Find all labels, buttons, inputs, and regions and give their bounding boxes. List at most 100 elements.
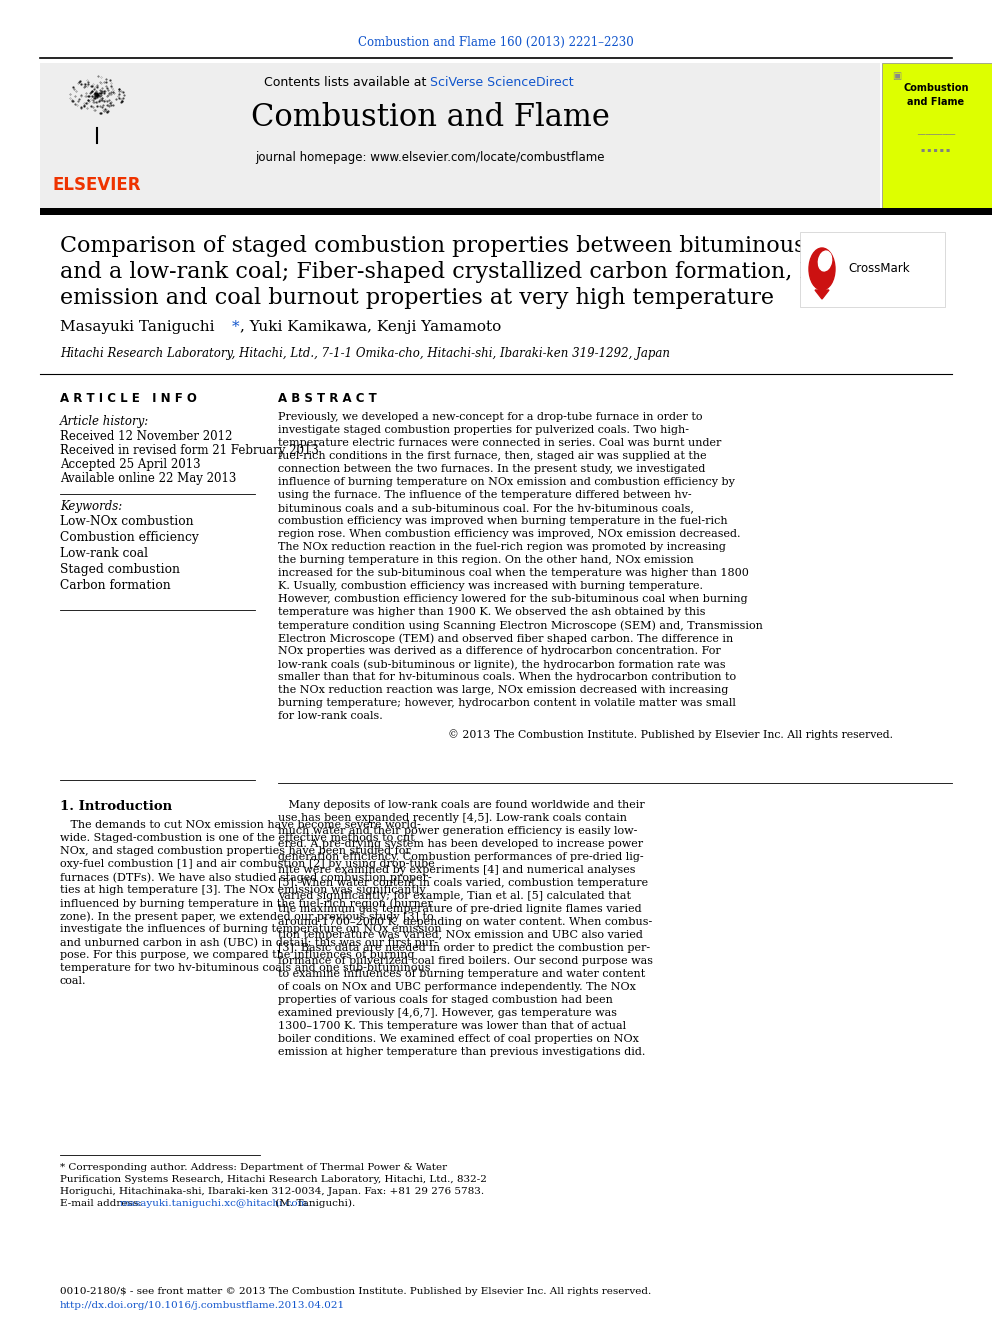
Text: increased for the sub-bituminous coal when the temperature was higher than 1800: increased for the sub-bituminous coal wh…	[278, 568, 749, 578]
Text: journal homepage: www.elsevier.com/locate/combustflame: journal homepage: www.elsevier.com/locat…	[255, 152, 605, 164]
Text: temperature electric furnaces were connected in series. Coal was burnt under: temperature electric furnaces were conne…	[278, 438, 721, 448]
Text: Accepted 25 April 2013: Accepted 25 April 2013	[60, 458, 200, 471]
Text: generation efficiency. Combustion performances of pre-dried lig-: generation efficiency. Combustion perfor…	[278, 852, 644, 863]
Text: 0010-2180/$ - see front matter © 2013 The Combustion Institute. Published by Els: 0010-2180/$ - see front matter © 2013 Th…	[60, 1287, 652, 1297]
Bar	[40, 208, 992, 216]
Text: Comparison of staged combustion properties between bituminous coals: Comparison of staged combustion properti…	[60, 235, 870, 257]
Text: *: *	[232, 320, 240, 333]
Text: ─────────: ─────────	[917, 132, 955, 138]
Text: Masayuki Taniguchi: Masayuki Taniguchi	[60, 320, 219, 333]
Text: wide. Staged-combustion is one of the effective methods to cut: wide. Staged-combustion is one of the ef…	[60, 833, 415, 843]
Text: Horiguchi, Hitachinaka-shi, Ibaraki-ken 312-0034, Japan. Fax: +81 29 276 5783.: Horiguchi, Hitachinaka-shi, Ibaraki-ken …	[60, 1187, 484, 1196]
Text: properties of various coals for staged combustion had been: properties of various coals for staged c…	[278, 995, 613, 1005]
Text: (M. Taniguchi).: (M. Taniguchi).	[272, 1199, 355, 1208]
Text: examined previously [4,6,7]. However, gas temperature was: examined previously [4,6,7]. However, ga…	[278, 1008, 617, 1017]
Text: The NOx reduction reaction in the fuel-rich region was promoted by increasing: The NOx reduction reaction in the fuel-r…	[278, 542, 726, 552]
Text: Electron Microscope (TEM) and observed fiber shaped carbon. The difference in: Electron Microscope (TEM) and observed f…	[278, 632, 733, 643]
Text: emission and coal burnout properties at very high temperature: emission and coal burnout properties at …	[60, 287, 774, 310]
Text: for low-rank coals.: for low-rank coals.	[278, 710, 383, 721]
Text: ▪ ▪ ▪ ▪ ▪: ▪ ▪ ▪ ▪ ▪	[922, 147, 950, 152]
Text: Received 12 November 2012: Received 12 November 2012	[60, 430, 232, 443]
Text: Previously, we developed a new-concept for a drop-tube furnace in order to: Previously, we developed a new-concept f…	[278, 411, 702, 422]
Text: Received in revised form 21 February 2013: Received in revised form 21 February 201…	[60, 445, 318, 456]
Text: to examine influences of burning temperature and water content: to examine influences of burning tempera…	[278, 968, 645, 979]
Text: pose. For this purpose, we compared the influences of burning: pose. For this purpose, we compared the …	[60, 950, 415, 960]
Text: ties at high temperature [3]. The NOx emission was significantly: ties at high temperature [3]. The NOx em…	[60, 885, 426, 894]
Text: Purification Systems Research, Hitachi Research Laboratory, Hitachi, Ltd., 832-2: Purification Systems Research, Hitachi R…	[60, 1175, 487, 1184]
Text: bituminous coals and a sub-bituminous coal. For the hv-bituminous coals,: bituminous coals and a sub-bituminous co…	[278, 503, 693, 513]
Text: Many deposits of low-rank coals are found worldwide and their: Many deposits of low-rank coals are foun…	[278, 800, 645, 810]
Text: influenced by burning temperature in the fuel-rich region (burner: influenced by burning temperature in the…	[60, 898, 433, 909]
Text: using the furnace. The influence of the temperature differed between hv-: using the furnace. The influence of the …	[278, 490, 691, 500]
Text: CrossMark: CrossMark	[848, 262, 910, 275]
Text: Combustion and Flame 160 (2013) 2221–2230: Combustion and Flame 160 (2013) 2221–223…	[358, 36, 634, 49]
Text: Available online 22 May 2013: Available online 22 May 2013	[60, 472, 236, 486]
Text: Combustion
and Flame: Combustion and Flame	[904, 83, 969, 107]
Text: region rose. When combustion efficiency was improved, NOx emission decreased.: region rose. When combustion efficiency …	[278, 529, 740, 538]
Text: Low-NOx combustion: Low-NOx combustion	[60, 515, 193, 528]
Text: investigate staged combustion properties for pulverized coals. Two high-: investigate staged combustion properties…	[278, 425, 689, 435]
Text: smaller than that for hv-bituminous coals. When the hydrocarbon contribution to: smaller than that for hv-bituminous coal…	[278, 672, 736, 681]
Text: 1. Introduction: 1. Introduction	[60, 800, 173, 814]
Text: However, combustion efficiency lowered for the sub-bituminous coal when burning: However, combustion efficiency lowered f…	[278, 594, 748, 605]
Text: of coals on NOx and UBC performance independently. The NOx: of coals on NOx and UBC performance inde…	[278, 982, 636, 992]
Text: http://dx.doi.org/10.1016/j.combustflame.2013.04.021: http://dx.doi.org/10.1016/j.combustflame…	[60, 1301, 345, 1310]
Text: NOx properties was derived as a difference of hydrocarbon concentration. For: NOx properties was derived as a differen…	[278, 646, 721, 656]
Text: investigate the influences of burning temperature on NOx emission: investigate the influences of burning te…	[60, 923, 441, 934]
Text: ELSEVIER: ELSEVIER	[53, 176, 141, 194]
Text: [3]. Basic data are needed in order to predict the combustion per-: [3]. Basic data are needed in order to p…	[278, 943, 650, 953]
Text: burning temperature; however, hydrocarbon content in volatile matter was small: burning temperature; however, hydrocarbo…	[278, 699, 736, 708]
Text: K. Usually, combustion efficiency was increased with burning temperature.: K. Usually, combustion efficiency was in…	[278, 581, 703, 591]
Text: oxy-fuel combustion [1] and air combustion [2] by using drop-tube: oxy-fuel combustion [1] and air combusti…	[60, 859, 434, 869]
Text: Low-rank coal: Low-rank coal	[60, 546, 148, 560]
Text: low-rank coals (sub-bituminous or lignite), the hydrocarbon formation rate was: low-rank coals (sub-bituminous or lignit…	[278, 659, 725, 669]
Polygon shape	[815, 290, 829, 299]
Text: , Yuki Kamikawa, Kenji Yamamoto: , Yuki Kamikawa, Kenji Yamamoto	[240, 320, 501, 333]
Text: furnaces (DTFs). We have also studied staged combustion proper-: furnaces (DTFs). We have also studied st…	[60, 872, 432, 882]
Text: SciVerse ScienceDirect: SciVerse ScienceDirect	[430, 75, 573, 89]
Text: Combustion efficiency: Combustion efficiency	[60, 531, 198, 544]
Text: E-mail address:: E-mail address:	[60, 1199, 145, 1208]
Text: Staged combustion: Staged combustion	[60, 564, 180, 576]
Text: zone). In the present paper, we extended our previous study [3] to: zone). In the present paper, we extended…	[60, 912, 434, 922]
Bar	[40, 64, 880, 208]
Text: fuel-rich conditions in the first furnace, then, staged air was supplied at the: fuel-rich conditions in the first furnac…	[278, 451, 706, 460]
Text: and a low-rank coal; Fiber-shaped crystallized carbon formation, NOx: and a low-rank coal; Fiber-shaped crysta…	[60, 261, 850, 283]
Text: temperature condition using Scanning Electron Microscope (SEM) and, Transmission: temperature condition using Scanning Ele…	[278, 620, 763, 631]
Text: A B S T R A C T: A B S T R A C T	[278, 392, 377, 405]
Text: combustion efficiency was improved when burning temperature in the fuel-rich: combustion efficiency was improved when …	[278, 516, 727, 527]
Text: Contents lists available at: Contents lists available at	[264, 75, 430, 89]
Text: emission at higher temperature than previous investigations did.: emission at higher temperature than prev…	[278, 1046, 646, 1057]
Text: [5]. When water content in coals varied, combustion temperature: [5]. When water content in coals varied,…	[278, 878, 648, 888]
Bar	[882, 64, 992, 208]
Text: temperature was higher than 1900 K. We observed the ash obtained by this: temperature was higher than 1900 K. We o…	[278, 607, 705, 617]
Text: temperature for two hv-bituminous coals and one sub-bituminous: temperature for two hv-bituminous coals …	[60, 963, 431, 972]
Text: ▣: ▣	[892, 71, 902, 81]
Text: varied significantly; for example, Tian et al. [5] calculated that: varied significantly; for example, Tian …	[278, 890, 631, 901]
Text: * Corresponding author. Address: Department of Thermal Power & Water: * Corresponding author. Address: Departm…	[60, 1163, 447, 1172]
Text: © 2013 The Combustion Institute. Published by Elsevier Inc. All rights reserved.: © 2013 The Combustion Institute. Publish…	[448, 729, 893, 740]
Text: ered. A pre-drying system has been developed to increase power: ered. A pre-drying system has been devel…	[278, 839, 643, 849]
Text: Keywords:: Keywords:	[60, 500, 122, 513]
Text: Hitachi Research Laboratory, Hitachi, Ltd., 7-1-1 Omika-cho, Hitachi-shi, Ibarak: Hitachi Research Laboratory, Hitachi, Lt…	[60, 347, 670, 360]
Text: coal.: coal.	[60, 976, 86, 986]
Text: Article history:: Article history:	[60, 415, 149, 429]
Text: Combustion and Flame: Combustion and Flame	[251, 102, 609, 134]
Text: masayuki.taniguchi.xc@hitachi.com: masayuki.taniguchi.xc@hitachi.com	[120, 1199, 309, 1208]
Text: formance of pulverized coal fired boilers. Our second purpose was: formance of pulverized coal fired boiler…	[278, 957, 653, 966]
Text: tion temperature was varied, NOx emission and UBC also varied: tion temperature was varied, NOx emissio…	[278, 930, 643, 941]
Text: use has been expanded recently [4,5]. Low-rank coals contain: use has been expanded recently [4,5]. Lo…	[278, 814, 627, 823]
Text: connection between the two furnaces. In the present study, we investigated: connection between the two furnaces. In …	[278, 464, 705, 474]
Bar	[800, 232, 945, 307]
Text: and unburned carbon in ash (UBC) in detail; this was our first pur-: and unburned carbon in ash (UBC) in deta…	[60, 937, 438, 947]
Ellipse shape	[818, 251, 831, 271]
Text: The demands to cut NOx emission have become severe world-: The demands to cut NOx emission have bec…	[60, 820, 421, 830]
Text: the burning temperature in this region. On the other hand, NOx emission: the burning temperature in this region. …	[278, 556, 693, 565]
Ellipse shape	[809, 247, 835, 290]
Text: around 1700–2000 K, depending on water content. When combus-: around 1700–2000 K, depending on water c…	[278, 917, 653, 927]
Text: influence of burning temperature on NOx emission and combustion efficiency by: influence of burning temperature on NOx …	[278, 478, 735, 487]
Text: the maximum gas temperature of pre-dried lignite flames varied: the maximum gas temperature of pre-dried…	[278, 904, 642, 914]
Text: Carbon formation: Carbon formation	[60, 579, 171, 591]
Text: the NOx reduction reaction was large, NOx emission decreased with increasing: the NOx reduction reaction was large, NO…	[278, 685, 728, 695]
Text: nite were examined by experiments [4] and numerical analyses: nite were examined by experiments [4] an…	[278, 865, 636, 875]
